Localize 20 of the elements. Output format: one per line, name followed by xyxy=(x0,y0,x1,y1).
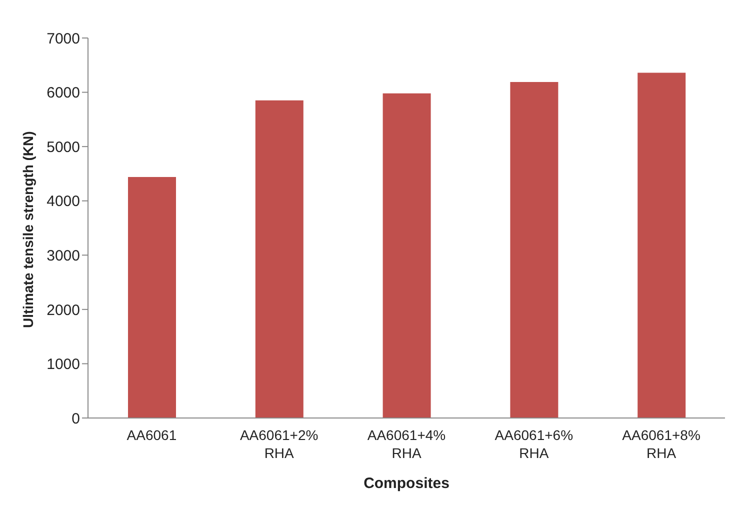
x-tick-label: AA6061+6% RHA xyxy=(494,427,574,461)
x-tick-label: AA6061+2% RHA xyxy=(240,427,318,461)
x-axis-title: Composites xyxy=(364,475,450,492)
y-tick-label: 4000 xyxy=(46,193,80,210)
x-tick-label: AA6061+4% RHA xyxy=(367,427,446,461)
bar xyxy=(510,82,558,418)
y-tick-label: 1000 xyxy=(46,356,80,374)
y-axis-title: Ultimate tensile strength (KN) xyxy=(20,131,36,328)
y-tick-label: 0 xyxy=(72,410,80,428)
x-tick-label: AA6061 xyxy=(126,427,177,443)
bar xyxy=(382,93,431,418)
y-tick-label: 3000 xyxy=(46,247,80,264)
bar xyxy=(638,72,686,418)
x-tick-label: AA6061+8% RHA xyxy=(622,427,700,461)
y-tick-label: 2000 xyxy=(46,302,80,319)
y-tick-label: 7000 xyxy=(46,30,80,48)
bar xyxy=(128,176,176,418)
y-tick-label: 6000 xyxy=(46,84,80,102)
y-tick-label: 5000 xyxy=(46,138,80,156)
bar xyxy=(255,100,304,418)
